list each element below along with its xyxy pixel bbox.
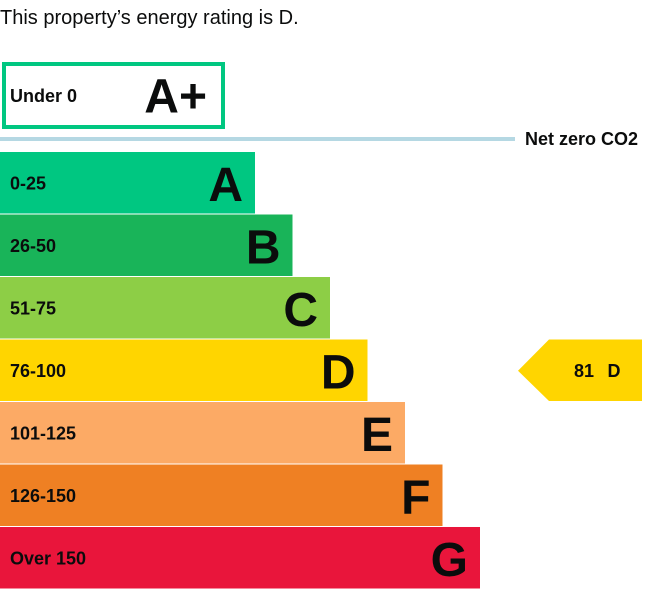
top-band-box <box>2 62 225 129</box>
current-rating-arrow <box>518 339 642 401</box>
band-bar <box>0 277 330 339</box>
band-letter: A <box>208 159 243 212</box>
current-letter: D <box>608 361 621 381</box>
heading: This property’s energy rating is D. <box>0 7 299 29</box>
band-bar <box>0 214 293 276</box>
band-letter: B <box>246 221 281 274</box>
band-letter: F <box>401 471 430 524</box>
band-range: 76-100 <box>10 361 66 381</box>
net-zero-label: Net zero CO2 <box>525 129 638 149</box>
band-bar <box>0 339 368 401</box>
band-range: Under 0 <box>10 86 77 106</box>
band-letter: C <box>283 284 318 337</box>
band-bar <box>0 527 480 589</box>
band-range: Over 150 <box>10 548 86 568</box>
band-bar <box>0 464 443 526</box>
band-range: 51-75 <box>10 298 56 318</box>
band-bar <box>0 152 255 214</box>
band-letter: E <box>361 409 393 462</box>
current-score: 81 <box>574 361 594 381</box>
band-range: 101-125 <box>10 423 76 443</box>
band-letter: A+ <box>144 71 207 124</box>
band-range: 126-150 <box>10 486 76 506</box>
band-range: 26-50 <box>10 236 56 256</box>
band-letter: D <box>321 346 356 399</box>
band-letter: G <box>431 534 468 587</box>
band-range: 0-25 <box>10 173 46 193</box>
band-bar <box>0 402 405 464</box>
